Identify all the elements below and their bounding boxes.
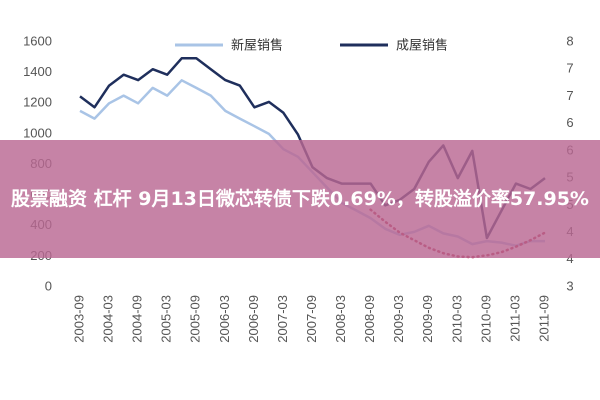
y-tick-label: 1200 [23,95,52,110]
x-tick-label: 2005-03 [159,295,174,343]
x-tick-label: 2011-03 [507,295,522,342]
x-tick-label: 2009-03 [391,295,406,343]
banner-text: 股票融资 杠杆 9月13日微芯转债下跌0.69%，转股溢价率57.95% [11,188,589,210]
y-tick-label: 1400 [23,64,52,79]
banner: 股票融资 杠杆 9月13日微芯转债下跌0.69%，转股溢价率57.95% [0,140,600,258]
x-tick-label: 2007-03 [275,295,290,343]
legend-label: 成屋销售 [396,38,448,54]
y2-tick-label: 8 [566,33,573,48]
x-tick-label: 2010-03 [449,295,464,343]
y-tick-label: 1000 [23,125,52,140]
x-tick-label: 2004-09 [130,295,145,343]
x-tick-label: 2004-03 [101,295,116,343]
x-tick-label: 2009-09 [420,295,435,343]
y-tick-label: 0 [45,278,52,293]
y2-tick-label: 7 [566,61,573,76]
y-tick-label: 1600 [23,33,52,48]
x-tick-label: 2005-09 [188,295,203,343]
x-tick-label: 2011-09 [536,295,551,342]
x-tick-label: 2007-09 [304,295,319,343]
x-tick-label: 2006-09 [246,295,261,343]
x-tick-label: 2003-09 [71,295,86,343]
y2-tick-label: 3 [566,278,573,293]
y2-tick-label: 7 [566,88,573,103]
x-tick-label: 2008-03 [333,295,348,343]
x-tick-label: 2006-03 [217,295,232,343]
x-tick-label: 2010-09 [478,295,493,343]
y2-tick-label: 6 [566,115,573,130]
x-tick-label: 2008-09 [362,295,377,343]
legend-label: 新屋销售 [231,38,283,54]
y2-tick-label: 4 [566,251,573,266]
